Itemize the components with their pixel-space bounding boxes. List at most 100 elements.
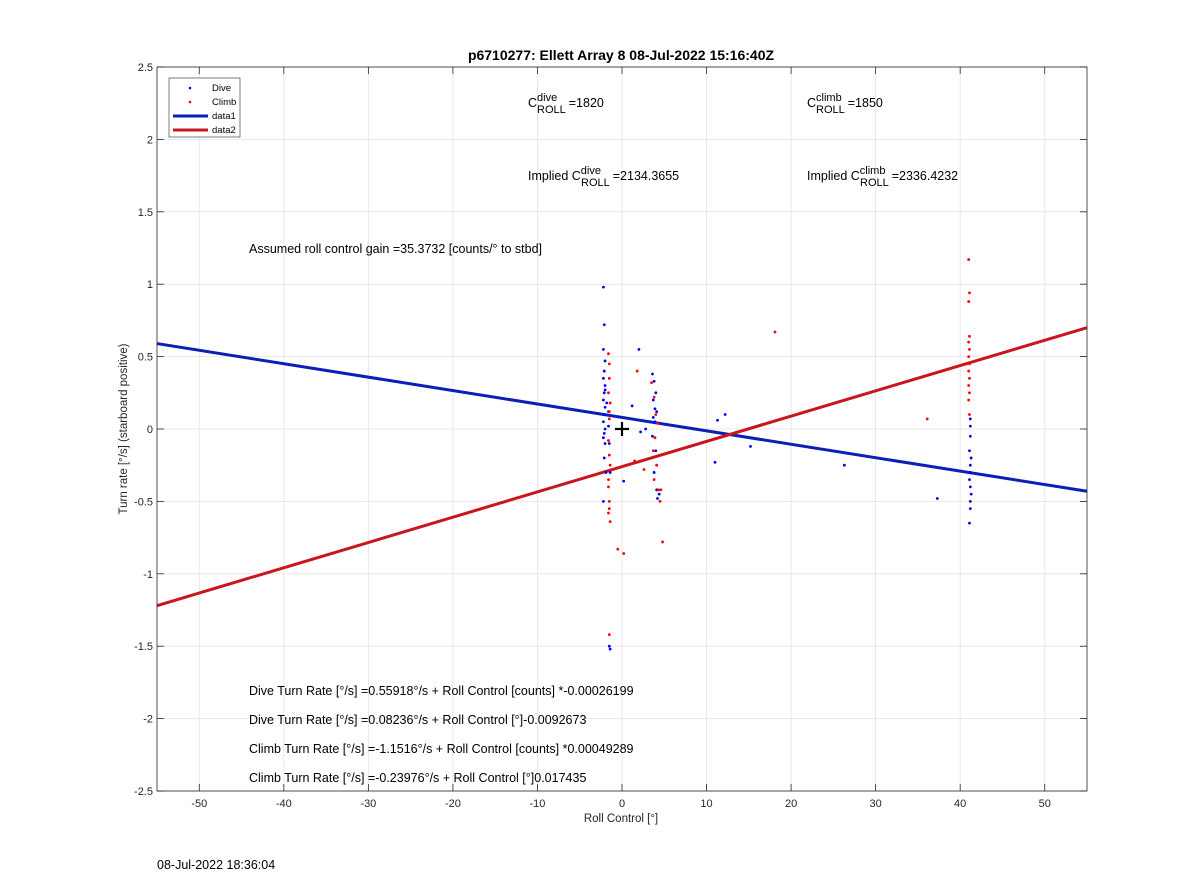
x-tick-label: 20 [785, 798, 797, 810]
x-tick-label: -20 [445, 798, 461, 810]
climb-point [607, 376, 611, 380]
climb-point [967, 300, 971, 303]
dive-point [608, 471, 612, 474]
climb-point [607, 439, 610, 442]
c-roll-dive-base: C [528, 96, 537, 110]
dive-point [603, 384, 607, 387]
x-tick-label: 0 [619, 798, 625, 810]
climb-point [653, 436, 657, 440]
y-axis-label: Turn rate [°/s] (starboard positive) [118, 343, 130, 514]
dive-point [603, 359, 607, 363]
legend-dive-label: Dive [212, 83, 231, 94]
climb-point [656, 421, 659, 425]
dive-point [968, 500, 972, 503]
implied-climb-value: =2336.4232 [892, 169, 958, 183]
c-roll-dive-sup: dive [537, 92, 557, 104]
climb-point [622, 552, 626, 555]
dive-point [969, 456, 973, 460]
dive-point [968, 478, 971, 482]
dive-point [603, 388, 607, 392]
footer-timestamp: 08-Jul-2022 18:36:04 [157, 858, 275, 872]
climb-point [968, 334, 971, 338]
climb-point [968, 291, 971, 295]
dive-point [652, 471, 656, 474]
dive-point [652, 379, 656, 383]
c-roll-climb-sub: ROLL [816, 104, 845, 116]
x-tick-label: 30 [870, 798, 882, 810]
dive-point [651, 434, 654, 438]
equation-dive-degrees: Dive Turn Rate [°/s] =0.08236°/s + Roll … [249, 713, 586, 727]
equation-climb-counts: Climb Turn Rate [°/s] =-1.1516°/s + Roll… [249, 742, 634, 756]
climb-point [607, 511, 610, 515]
dive-point [603, 405, 607, 409]
y-tick-label: -2 [143, 714, 153, 726]
fit-lines [156, 326, 1088, 608]
implied-dive-sup: dive [581, 165, 601, 177]
c-roll-dive-sub: ROLL [537, 104, 566, 116]
dive-point [604, 471, 608, 474]
x-axis-label: Roll Control [°] [584, 813, 658, 825]
dive-point [608, 647, 612, 651]
climb-point [651, 449, 655, 453]
dive-point [656, 497, 659, 500]
dive-point [968, 507, 972, 511]
c-roll-dive-annotation: Cdive ROLL =1820 [528, 92, 604, 116]
climb-point [607, 485, 610, 489]
dive-point [968, 521, 971, 525]
dive-point [969, 492, 973, 496]
implied-climb-annotation: Implied Cclimb ROLL =2336.4232 [807, 165, 958, 189]
gain-annotation: Assumed roll control gain =35.3732 [coun… [249, 242, 542, 256]
dive-point [603, 427, 607, 431]
legend-data2-label: data2 [212, 125, 236, 136]
climb-point [633, 459, 637, 463]
climb-point [607, 453, 611, 457]
y-tick-label: 2.5 [138, 62, 153, 74]
climb-point [607, 507, 611, 511]
dive-point [605, 401, 609, 405]
dive-point [607, 442, 611, 445]
dive-point [935, 497, 939, 500]
dive-point [749, 444, 752, 448]
climb-point [967, 398, 971, 402]
climb-point [607, 633, 611, 637]
climb-point [607, 362, 611, 366]
fit-line-data2 [156, 326, 1088, 608]
x-tick-label: 40 [954, 798, 966, 810]
climb-point [608, 463, 612, 467]
dive-point [602, 391, 606, 395]
x-tick-label: -10 [530, 798, 546, 810]
equation-dive-counts: Dive Turn Rate [°/s] =0.55918°/s + Roll … [249, 684, 634, 698]
legend-box [168, 77, 241, 138]
climb-point [616, 547, 620, 551]
x-tick-label: -40 [276, 798, 292, 810]
dive-point [968, 471, 972, 474]
dive-point [607, 424, 610, 428]
dive-point [968, 463, 972, 467]
climb-point [967, 384, 971, 387]
dive-point [654, 391, 658, 395]
climb-point [661, 540, 664, 544]
dive-point [653, 420, 657, 424]
origin-marker [615, 422, 629, 436]
dive-point [602, 436, 605, 440]
dive-point [602, 420, 605, 424]
climb-point [652, 395, 656, 399]
climb-point [968, 413, 971, 416]
climb-point [642, 468, 646, 471]
dive-point [637, 347, 641, 351]
dive-point [842, 463, 846, 467]
equation-climb-degrees: Climb Turn Rate [°/s] =-0.23976°/s + Rol… [249, 771, 586, 785]
climb-point [658, 500, 662, 503]
implied-dive-sub: ROLL [581, 177, 610, 189]
climb-point [607, 410, 611, 414]
implied-dive-annotation: Implied Cdive ROLL =2134.3655 [528, 165, 679, 189]
climb-point [652, 478, 656, 482]
y-tick-label: 1 [147, 279, 153, 291]
fit-line-data1 [156, 342, 1088, 493]
climb-point [968, 347, 971, 351]
y-tick-label: -2.5 [134, 786, 153, 798]
dive-point [602, 456, 606, 460]
dive-point [602, 431, 606, 435]
legend-data1-label: data1 [212, 111, 236, 122]
y-ticks: -2.5 -2 -1.5 -1 -0.5 0 0.5 1 1.5 2 2.5 [134, 62, 1087, 798]
